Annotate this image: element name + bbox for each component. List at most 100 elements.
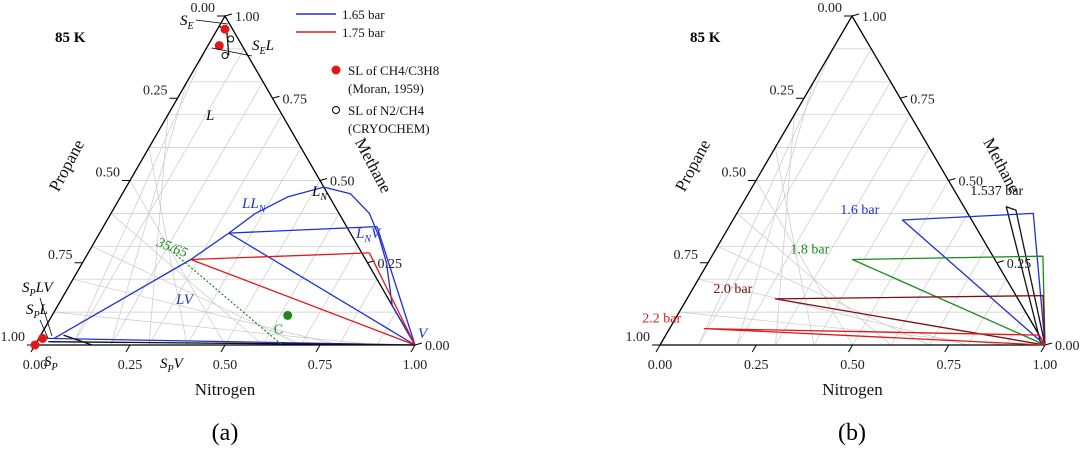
b-bottom-tick-mark xyxy=(848,344,853,353)
b-grid-line xyxy=(775,114,911,346)
a-series-0-tie-line xyxy=(376,226,416,346)
a-region-label-3: LLN xyxy=(241,196,267,215)
b-right-tick-mark xyxy=(900,95,908,99)
a-series-2-tie-line xyxy=(63,334,93,346)
a-grid-line xyxy=(338,279,378,346)
b-bottom-tick-mark xyxy=(944,344,950,353)
b-right-tick-label: 1.00 xyxy=(862,10,887,25)
a-guide-line-label: 35/65 xyxy=(153,235,189,261)
b-bottom-tick-label: 0.00 xyxy=(648,358,673,373)
a-legend-marker-3 xyxy=(332,106,340,114)
a-grid-line xyxy=(91,245,302,346)
a-region-label-1: SEL xyxy=(252,38,274,57)
a-region-label-8: SPLV xyxy=(22,280,54,299)
b-bottom-tick-label: 0.75 xyxy=(937,358,962,373)
b-right-tick-label: 0.00 xyxy=(1055,339,1080,354)
b-grid-line xyxy=(698,278,969,346)
a-bottom-tick-label: 0.50 xyxy=(213,358,238,373)
b-bottom-tick-mark xyxy=(655,344,661,353)
b-caption: (b) xyxy=(838,420,866,446)
b-series-label-0: 1.537 bar xyxy=(970,184,1023,199)
b-series-label-3: 2.0 bar xyxy=(713,282,752,297)
ternary-panel-b: 0.00 0.25 0.50 0.75 1.00 0.00 0.25 0.50 0.75 1.00… xyxy=(626,1,1080,446)
a-right-tick-mark xyxy=(319,178,328,181)
a-series-0-curve-line xyxy=(53,232,230,339)
b-bottom-tick-mark xyxy=(1040,344,1046,353)
a-grid-line xyxy=(72,278,340,346)
a-bottom-tick-mark xyxy=(410,344,416,353)
a-right-tick-mark xyxy=(414,342,423,346)
b-series-label-4: 2.2 bar xyxy=(642,312,681,327)
b-series-label-1: 1.6 bar xyxy=(840,203,879,218)
b-series-3-tie-triangle xyxy=(774,294,1046,346)
b-left-tick-label: 1.00 xyxy=(626,330,651,345)
a-legend-marker-2 xyxy=(331,65,341,75)
a-legend-label-1: 1.75 bar xyxy=(342,25,385,40)
a-right-tick-label: 0.00 xyxy=(425,339,450,354)
a-leader-line-0 xyxy=(195,19,229,25)
b-left-tick-label: 0.25 xyxy=(770,83,795,98)
b-axis-title-nitrogen: Nitrogen xyxy=(822,380,883,399)
a-region-label-6: LV xyxy=(175,292,195,308)
a-region-label-2: L xyxy=(205,108,214,124)
a-bottom-tick-mark xyxy=(220,344,226,353)
b-right-tick-label: 0.25 xyxy=(1007,257,1032,272)
a-series-1-tie-line xyxy=(368,252,416,346)
b-series-1-tie-triangle xyxy=(901,212,1046,346)
b-series-4-tie-triangle xyxy=(703,327,1046,346)
b-series-2-tie-triangle xyxy=(851,255,1046,346)
a-region-label-11: SPV xyxy=(160,356,185,375)
a-data-point-3 xyxy=(38,333,48,343)
b-right-tick-mark xyxy=(1044,342,1053,346)
a-series-2-tie-line xyxy=(48,341,416,346)
a-bottom-tick-label: 0.75 xyxy=(308,358,333,373)
b-grid-line xyxy=(890,213,969,346)
a-point-label-c: C xyxy=(274,322,283,337)
a-legend-label-0: 1.65 bar xyxy=(342,7,385,22)
a-left-tick-label: 1.00 xyxy=(1,330,26,345)
a-data-point-1 xyxy=(220,24,230,34)
b-grid-line xyxy=(736,213,892,346)
a-legend-note-2: (Moran, 1959) xyxy=(348,81,424,96)
a-bottom-tick-label: 0.25 xyxy=(118,358,143,373)
a-left-tick-label: 0.75 xyxy=(48,248,73,263)
a-legend-label-3: SL of N2/CH4 xyxy=(348,103,425,118)
a-region-label-4: LN xyxy=(311,184,328,203)
b-bottom-tick-mark xyxy=(751,344,757,353)
a-legend-note-3: (CRYOCHEM) xyxy=(348,121,430,136)
a-right-tick-label: 1.00 xyxy=(235,10,260,25)
a-legend-label-2: SL of CH4/C3H8 xyxy=(348,63,439,78)
b-axis-title-propane: Propane xyxy=(671,136,714,194)
a-left-tick-label: 0.50 xyxy=(96,166,121,181)
a-region-label-0: SE xyxy=(180,13,194,32)
a-data-point-0 xyxy=(283,310,293,320)
a-series-0-tie-line xyxy=(228,225,378,234)
b-right-tick-label: 0.50 xyxy=(959,175,984,190)
a-series-1-tie-line xyxy=(190,252,370,261)
a-grid-line xyxy=(129,180,226,346)
b-grid-line xyxy=(929,246,988,346)
a-region-label-10: SP xyxy=(44,354,58,373)
b-right-tick-mark xyxy=(996,260,1004,264)
a-leader-line-3 xyxy=(39,319,49,339)
a-grid-line xyxy=(53,311,378,346)
a-region-label-7: V xyxy=(418,326,429,342)
a-grid-line xyxy=(148,114,283,346)
b-series-label-2: 1.8 bar xyxy=(790,242,829,257)
a-series-0-curve-line xyxy=(228,186,416,346)
a-region-label-5: LNV xyxy=(355,226,382,245)
b-bottom-tick-label: 1.00 xyxy=(1033,358,1058,373)
a-leader-line-1 xyxy=(211,47,253,57)
b-grid-line xyxy=(717,245,930,346)
b-right-tick-label: 0.75 xyxy=(910,92,935,107)
a-series-1-tie-line xyxy=(190,258,416,346)
b-left-tick-label: 0.75 xyxy=(674,248,699,263)
b-bottom-tick-label: 0.25 xyxy=(744,358,769,373)
b-left-tick-label: 0.00 xyxy=(818,1,843,16)
b-grid-line xyxy=(852,180,949,346)
a-grid-line xyxy=(110,213,264,346)
b-grid-line xyxy=(679,311,1007,346)
a-right-tick-label: 0.50 xyxy=(330,175,355,190)
a-grid-line xyxy=(224,180,321,346)
b-left-tick-label: 0.50 xyxy=(722,166,747,181)
